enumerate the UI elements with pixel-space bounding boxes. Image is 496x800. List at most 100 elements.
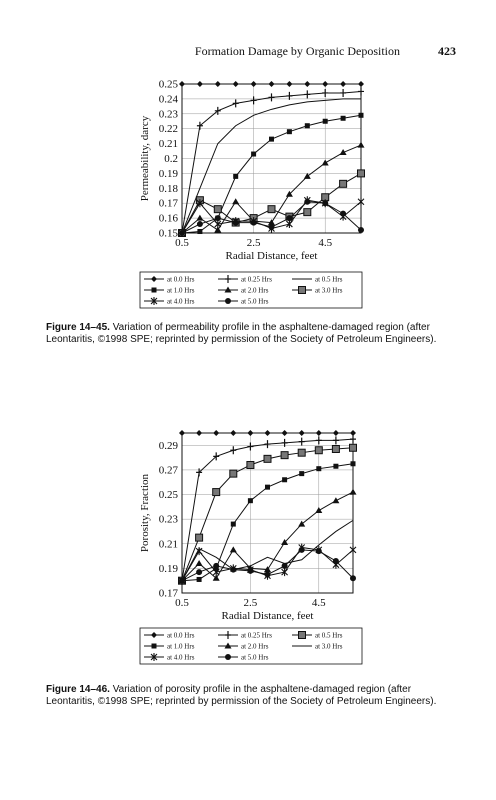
legend-label: at 2.0 Hrs (241, 643, 269, 651)
data-point (281, 438, 288, 447)
legend-label: at 0.25 Hrs (241, 276, 272, 284)
series-at-0-0-hrs (179, 430, 356, 436)
legend-entry-at-0-25-hrs: at 0.25 Hrs (218, 631, 272, 640)
data-point (230, 566, 237, 573)
series-at-0-5-hrs (178, 443, 357, 585)
x-tick-label: 4.5 (312, 597, 326, 609)
data-point (196, 214, 204, 221)
data-point (213, 452, 220, 461)
data-point (251, 151, 257, 157)
data-point (322, 118, 328, 124)
data-point (286, 91, 293, 100)
legend-label: at 0.25 Hrs (241, 632, 272, 640)
x-tick-label: 2.5 (247, 237, 261, 249)
data-point (349, 443, 357, 452)
data-point (331, 445, 340, 453)
figure-14-45-caption: Figure 14–45. Variation of permeability … (46, 322, 456, 346)
data-point (230, 446, 237, 455)
data-point (314, 446, 323, 455)
data-point (250, 81, 257, 87)
data-point (299, 471, 305, 477)
y-tick-label: 0.29 (159, 440, 179, 452)
legend-marker (151, 643, 157, 649)
data-point (179, 81, 185, 87)
series-line-at-1-0-hrs (181, 463, 354, 582)
data-point (196, 199, 204, 208)
figure-14-46-text: Variation of porosity profile in the asp… (46, 684, 437, 707)
y-tick-label: 0.27 (159, 464, 179, 476)
legend-entry-at-0-0-hrs: at 0.0 Hrs (144, 276, 195, 284)
legend-entry-at-0-5-hrs: at 0.5 Hrs (292, 276, 343, 284)
data-point (268, 81, 275, 87)
data-point (268, 224, 275, 231)
y-tick-label: 0.25 (159, 489, 179, 501)
legend-label: at 2.0 Hrs (241, 287, 269, 295)
data-point (280, 451, 289, 460)
data-point (349, 488, 357, 495)
data-point (230, 521, 236, 527)
figure-14-46-label: Figure 14–46. (46, 684, 110, 695)
data-point (179, 577, 185, 584)
data-point (286, 129, 292, 135)
legend-entry-at-1-0-hrs: at 1.0 Hrs (144, 643, 195, 651)
data-point (339, 179, 348, 188)
data-point (304, 123, 310, 129)
y-tick-label: 0.25 (159, 79, 179, 91)
legend-entry-at-3-0-hrs: at 3.0 Hrs (292, 643, 343, 651)
data-point (232, 198, 240, 205)
data-point (281, 562, 288, 569)
data-point (232, 219, 239, 226)
data-point (281, 568, 288, 577)
data-point (212, 574, 220, 581)
series-line-at-3-0-hrs (181, 519, 354, 581)
data-point (350, 435, 356, 444)
data-point (303, 172, 311, 179)
series-at-5-0-hrs (179, 198, 364, 236)
data-point (250, 219, 257, 226)
x-tick-label: 0.5 (175, 237, 189, 249)
series-at-0-5-hrs (181, 98, 361, 234)
data-point (358, 227, 364, 234)
data-point (233, 173, 239, 179)
data-point (315, 436, 322, 445)
legend-entry-at-5-0-hrs: at 5.0 Hrs (218, 654, 269, 662)
data-point (316, 466, 322, 472)
data-point (304, 198, 311, 205)
legend-entry-at-5-0-hrs: at 5.0 Hrs (218, 298, 269, 306)
data-point (286, 81, 293, 87)
data-point (315, 507, 323, 514)
y-tick-label: 0.22 (159, 123, 178, 135)
data-point (264, 430, 271, 436)
y-tick-label: 0.18 (159, 183, 179, 195)
permeability-chart: 0.15 0.16 0.17 0.18 0.19 0.2 0.21 0.22 0.23 0.24 0… (139, 79, 365, 309)
data-point (303, 208, 312, 217)
data-point (297, 448, 306, 457)
series-line-at-0-5-hrs (181, 98, 361, 234)
legend-label: at 3.0 Hrs (315, 287, 343, 295)
legend-label: at 3.0 Hrs (315, 643, 343, 651)
figure-14-45-text: Variation of permeability profile in the… (46, 322, 437, 345)
data-point (196, 576, 202, 582)
data-point (340, 210, 347, 217)
legend: at 0.0 Hrs at 0.25 Hrs at 0.5 Hrs at 1.0 Hr… (139, 627, 363, 665)
data-point (298, 437, 305, 446)
y-axis-label: Permeability, darcy (139, 115, 151, 201)
x-tick-label: 0.5 (175, 597, 189, 609)
legend-marker (298, 631, 306, 639)
data-point (298, 430, 305, 436)
data-point (286, 220, 293, 229)
legend-entry-at-4-0-hrs: at 4.0 Hrs (144, 297, 195, 306)
legend-marker (150, 297, 158, 305)
legend-entry-at-4-0-hrs: at 4.0 Hrs (144, 653, 195, 662)
data-point (246, 461, 255, 469)
data-point (213, 430, 220, 436)
data-point (179, 430, 185, 436)
porosity-chart: 0.17 0.19 0.21 0.23 0.25 0.27 0.29 0.5 2.5 4.5Rad… (139, 430, 363, 665)
data-point (281, 430, 288, 436)
legend-label: at 0.5 Hrs (315, 632, 343, 640)
legend-marker (225, 631, 231, 639)
legend-entry-at-2-0-hrs: at 2.0 Hrs (218, 642, 269, 651)
data-point (349, 545, 357, 554)
data-point (358, 112, 364, 118)
data-point (298, 546, 305, 553)
